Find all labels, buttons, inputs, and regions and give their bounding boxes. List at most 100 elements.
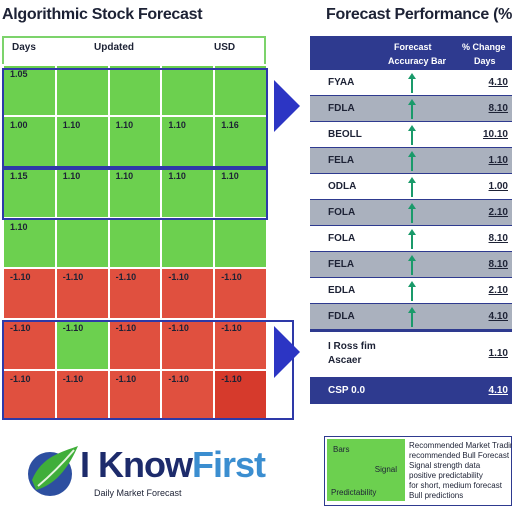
heatmap-cell: 1.10 xyxy=(56,116,108,166)
ticker-value[interactable]: 1.10 xyxy=(488,348,508,359)
table-row[interactable]: FELA 1.10 xyxy=(310,148,512,174)
heatmap-cell xyxy=(109,66,161,115)
heatmap-cell-value: -1.10 xyxy=(115,374,137,385)
heatmap-cell xyxy=(109,218,161,268)
ticker-name: EDLA xyxy=(328,285,356,296)
heatmap-cell-value: 1.10 xyxy=(62,119,81,130)
heatmap-cell-value: -1.10 xyxy=(168,374,189,385)
legend-green-swatch: Bars Signal Predictability xyxy=(327,439,405,501)
heatmap-cell xyxy=(56,66,108,115)
heatmap-header-days: Days xyxy=(12,42,36,53)
footer-value[interactable]: 4.10 xyxy=(488,385,508,396)
header-forecast: Forecast xyxy=(394,42,432,52)
up-arrow-icon xyxy=(408,125,416,145)
heatmap-cell: 1.10 xyxy=(215,167,266,217)
legend-line: positive predictability xyxy=(409,471,483,480)
heatmap-cell: -1.10 xyxy=(4,320,55,370)
heatmap-cell: 1.10 xyxy=(162,167,214,217)
ticker-value[interactable]: 1.00 xyxy=(488,181,508,192)
performance-title: Forecast Performance (% xyxy=(326,6,512,23)
table-row[interactable]: FDLA 4.10 xyxy=(310,304,512,330)
ticker-name: FDLA xyxy=(328,103,355,114)
heatmap-cell: -1.10 xyxy=(215,320,266,370)
up-arrow-icon xyxy=(408,203,416,223)
heatmap-cell-value: -1.10 xyxy=(221,272,242,283)
footer-name: CSP 0.0 xyxy=(328,385,366,396)
ticker-value[interactable]: 2.10 xyxy=(488,285,508,296)
legend-line: for short, medium forecast xyxy=(409,481,502,490)
ticker-name: BEOLL xyxy=(328,129,362,140)
heatmap-cell-value: -1.10 xyxy=(115,323,137,334)
table-row-highlight[interactable]: I Ross fim Ascaer 1.10 xyxy=(310,330,512,378)
heatmap-cell-value: 1.15 xyxy=(10,170,28,181)
heatmap-cell xyxy=(162,218,214,268)
header-accuracy: Accuracy Bar xyxy=(388,56,447,66)
ticker-name: FELA xyxy=(328,155,355,166)
ticker-name: FYAA xyxy=(328,77,355,88)
performance-table: Forecast Accuracy Bar % Change Days FYAA… xyxy=(310,36,512,404)
heatmap-cell: -1.10 xyxy=(162,371,214,420)
heatmap-cell-value: -1.10 xyxy=(62,272,84,283)
legend-line: Signal strength data xyxy=(409,461,481,470)
ticker-value[interactable]: 1.10 xyxy=(488,155,508,166)
ticker-name: FDLA xyxy=(328,311,355,322)
table-row[interactable]: FOLA 8.10 xyxy=(310,226,512,252)
table-footer-row[interactable]: CSP 0.0 4.10 xyxy=(310,378,512,404)
legend-line: recommended Bull Forecast xyxy=(409,451,510,460)
ticker-name: FOLA xyxy=(328,233,356,244)
ticker-value[interactable]: 4.10 xyxy=(488,77,508,88)
globe-leaf-icon xyxy=(28,446,78,496)
table-row[interactable]: EDLA 2.10 xyxy=(310,278,512,304)
up-arrow-icon xyxy=(408,99,416,119)
ticker-value[interactable]: 8.10 xyxy=(488,259,508,270)
header-days: Days xyxy=(474,56,496,66)
heatmap-cell xyxy=(215,66,266,115)
heatmap-cell-value: -1.10 xyxy=(10,374,31,385)
table-row[interactable]: FDLA 8.10 xyxy=(310,96,512,122)
table-row[interactable]: FYAA 4.10 xyxy=(310,70,512,96)
heatmap-cell-value: -1.10 xyxy=(115,272,137,283)
performance-rows: FYAA 4.10 FDLA 8.10 BEOLL 10.10 FELA 1.10 ODLA 1.… xyxy=(310,70,512,404)
heatmap-cell: 1.15 xyxy=(4,167,55,217)
heatmap-cell-value: -1.10 xyxy=(62,374,84,385)
table-row[interactable]: FELA 8.10 xyxy=(310,252,512,278)
ticker-value[interactable]: 10.10 xyxy=(482,129,508,140)
up-arrow-icon xyxy=(408,307,416,327)
up-arrow-icon xyxy=(408,151,416,171)
ticker-name: FOLA xyxy=(328,207,356,218)
heatmap-cell: -1.10 xyxy=(109,269,161,319)
heatmap-header-updated: Updated xyxy=(94,42,134,53)
heatmap-cell-value: -1.10 xyxy=(168,272,189,283)
heatmap-cell-value: 1.10 xyxy=(221,170,239,181)
heatmap-cell-value: -1.10 xyxy=(221,323,242,334)
ticker-value[interactable]: 8.10 xyxy=(488,233,508,244)
ticker-name: ODLA xyxy=(328,181,357,192)
up-arrow-icon xyxy=(408,73,416,93)
heatmap-cell: -1.10 xyxy=(109,320,161,370)
table-row[interactable]: BEOLL 10.10 xyxy=(310,122,512,148)
heatmap-header: Days Updated USD xyxy=(2,36,266,64)
heatmap-cell: -1.10 xyxy=(162,269,214,319)
heatmap-cell-value: 1.05 xyxy=(10,69,28,79)
table-row[interactable]: ODLA 1.00 xyxy=(310,174,512,200)
ticker-value[interactable]: 4.10 xyxy=(488,311,508,322)
heatmap-title: Algorithmic Stock Forecast xyxy=(2,6,203,23)
ticker-name: I Ross fim Ascaer xyxy=(328,341,376,366)
heatmap-cell-value: -1.10 xyxy=(10,323,31,334)
heatmap-cell: 1.10 xyxy=(109,116,161,166)
heatmap-cell-value: 1.10 xyxy=(115,170,134,181)
arrow-right-icon xyxy=(274,80,300,132)
logo-wordmark: I KnowFirst xyxy=(80,444,266,485)
heatmap-cell xyxy=(162,66,214,115)
heatmap-cell-value: 1.10 xyxy=(10,221,28,232)
heatmap-cell: 1.05 xyxy=(4,66,55,115)
ticker-value[interactable]: 2.10 xyxy=(488,207,508,218)
legend-box: Bars Signal Predictability Recommended M… xyxy=(324,436,512,506)
table-row[interactable]: FOLA 2.10 xyxy=(310,200,512,226)
ticker-value[interactable]: 8.10 xyxy=(488,103,508,114)
heatmap-cell-value: 1.10 xyxy=(168,170,186,181)
heatmap-cell-value: 1.10 xyxy=(115,119,134,130)
up-arrow-icon xyxy=(408,281,416,301)
heatmap-cell-value: 1.10 xyxy=(62,170,81,181)
heatmap-cell-value: 1.10 xyxy=(168,119,186,130)
